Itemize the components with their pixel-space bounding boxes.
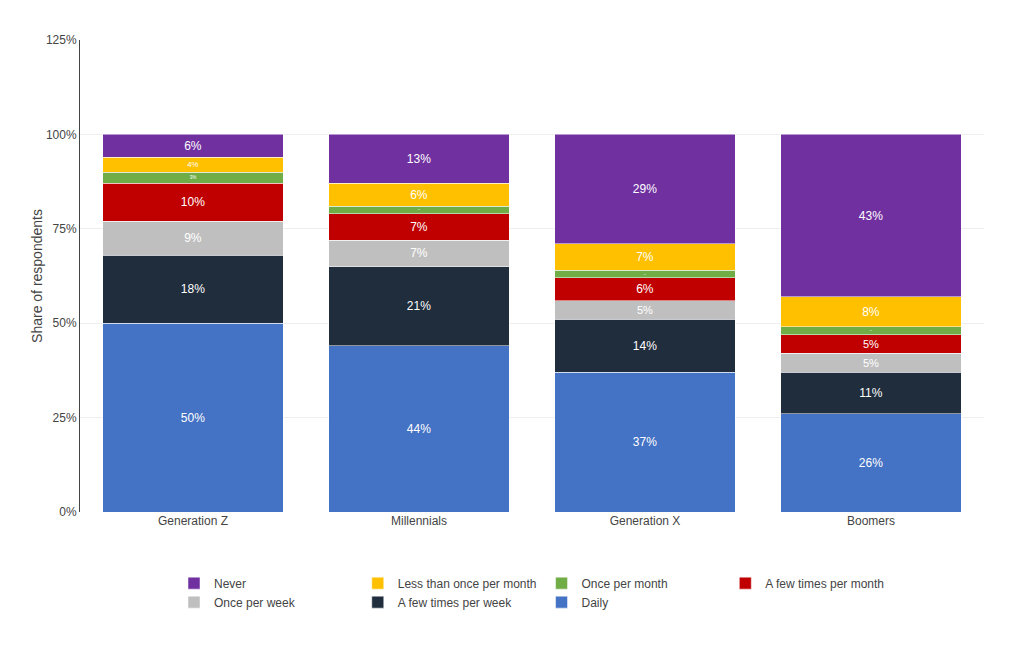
svg-text:2%: 2% — [644, 274, 647, 275]
svg-text:75%: 75% — [53, 222, 77, 236]
svg-text:4%: 4% — [187, 160, 198, 169]
svg-text:29%: 29% — [633, 182, 657, 196]
svg-text:Generation X: Generation X — [610, 514, 681, 528]
svg-text:43%: 43% — [859, 209, 883, 223]
svg-text:0%: 0% — [59, 505, 77, 519]
svg-text:18%: 18% — [181, 282, 205, 296]
svg-text:11%: 11% — [859, 386, 882, 400]
svg-text:37%: 37% — [633, 435, 657, 449]
svg-text:50%: 50% — [181, 411, 205, 425]
svg-text:9%: 9% — [184, 231, 202, 245]
svg-text:Once per month: Once per month — [582, 577, 668, 591]
svg-text:Daily: Daily — [582, 596, 609, 610]
svg-text:5%: 5% — [863, 338, 879, 350]
svg-text:Share of respondents: Share of respondents — [29, 209, 45, 343]
svg-text:26%: 26% — [859, 456, 883, 470]
svg-text:Less than once per month: Less than once per month — [398, 577, 537, 591]
svg-text:25%: 25% — [53, 411, 77, 425]
svg-text:6%: 6% — [636, 282, 654, 296]
svg-text:10%: 10% — [181, 195, 205, 209]
svg-text:3%: 3% — [190, 175, 197, 180]
svg-text:A few times per month: A few times per month — [765, 577, 884, 591]
svg-text:7%: 7% — [636, 250, 654, 264]
svg-text:13%: 13% — [407, 152, 431, 166]
svg-text:Once per week: Once per week — [214, 596, 296, 610]
svg-text:Never: Never — [214, 577, 246, 591]
svg-text:2%: 2% — [870, 330, 873, 331]
svg-text:7%: 7% — [410, 220, 428, 234]
svg-text:21%: 21% — [407, 299, 431, 313]
svg-text:44%: 44% — [407, 422, 431, 436]
svg-text:5%: 5% — [637, 304, 653, 316]
svg-text:A few times per week: A few times per week — [398, 596, 512, 610]
svg-text:6%: 6% — [410, 188, 428, 202]
svg-text:6%: 6% — [184, 139, 202, 153]
svg-text:8%: 8% — [862, 305, 880, 319]
svg-text:2%: 2% — [418, 209, 421, 210]
svg-text:125%: 125% — [46, 33, 77, 47]
svg-text:14%: 14% — [633, 339, 657, 353]
svg-text:Boomers: Boomers — [847, 514, 895, 528]
svg-text:5%: 5% — [863, 357, 879, 369]
svg-text:Generation Z: Generation Z — [158, 514, 228, 528]
svg-text:100%: 100% — [46, 128, 77, 142]
svg-text:7%: 7% — [410, 246, 428, 260]
svg-text:Millennials: Millennials — [391, 514, 447, 528]
svg-text:50%: 50% — [53, 316, 77, 330]
